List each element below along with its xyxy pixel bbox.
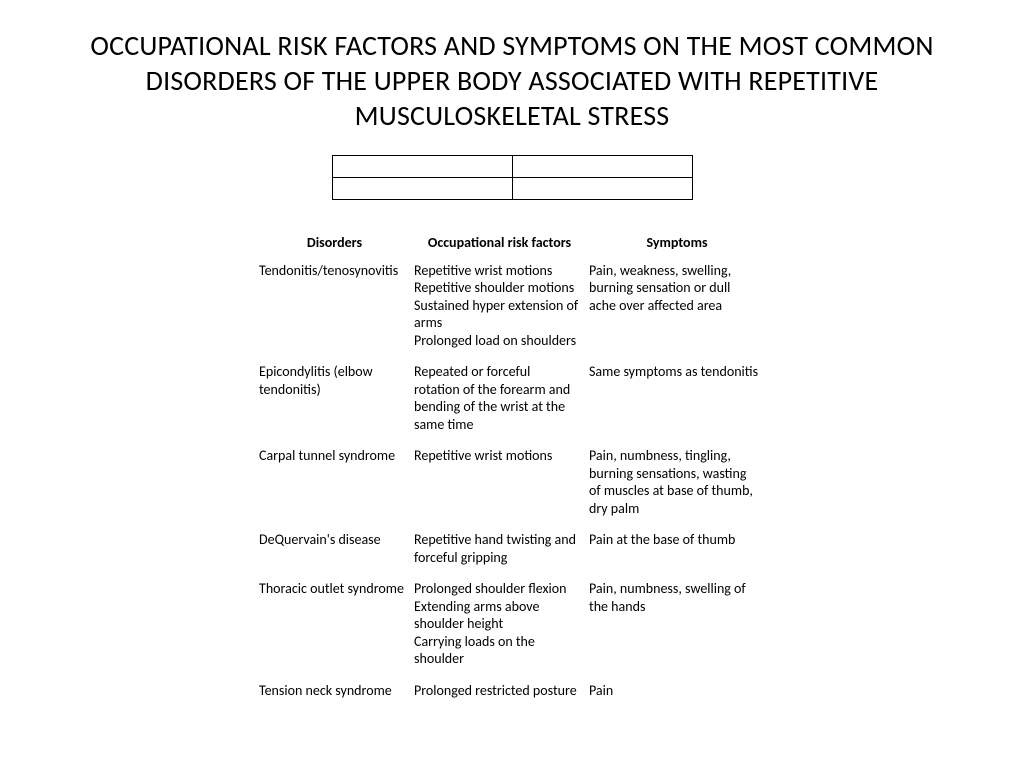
cell-risk: Repetitive hand twisting and forceful gr… bbox=[412, 527, 587, 576]
cell-risk: Repetitive wrist motionsRepetitive shoul… bbox=[412, 258, 587, 360]
col-header-risk: Occupational risk factors bbox=[412, 230, 587, 258]
cell-risk: Repetitive wrist motions bbox=[412, 443, 587, 527]
small-empty-table-wrap bbox=[0, 155, 1024, 200]
cell-symptoms: Pain, numbness, swelling of the hands bbox=[587, 576, 767, 678]
cell-symptoms: Same symptoms as tendonitis bbox=[587, 359, 767, 443]
table-row: Thoracic outlet syndrome Prolonged shoul… bbox=[257, 576, 767, 678]
disorders-table: Disorders Occupational risk factors Symp… bbox=[257, 230, 767, 709]
cell-disorder: Thoracic outlet syndrome bbox=[257, 576, 412, 678]
table-row: Tension neck syndrome Prolonged restrict… bbox=[257, 678, 767, 710]
cell-symptoms: Pain, weakness, swelling, burning sensat… bbox=[587, 258, 767, 360]
small-empty-table bbox=[332, 155, 693, 200]
cell-symptoms: Pain at the base of thumb bbox=[587, 527, 767, 576]
table-row: DeQuervain's disease Repetitive hand twi… bbox=[257, 527, 767, 576]
small-cell bbox=[512, 178, 692, 200]
cell-disorder: DeQuervain's disease bbox=[257, 527, 412, 576]
small-cell bbox=[332, 156, 512, 178]
table-row: Carpal tunnel syndrome Repetitive wrist … bbox=[257, 443, 767, 527]
table-row: Tendonitis/tenosynovitis Repetitive wris… bbox=[257, 258, 767, 360]
col-header-disorders: Disorders bbox=[257, 230, 412, 258]
small-cell bbox=[332, 178, 512, 200]
cell-symptoms: Pain, numbness, tingling, burning sensat… bbox=[587, 443, 767, 527]
cell-disorder: Carpal tunnel syndrome bbox=[257, 443, 412, 527]
small-cell bbox=[512, 156, 692, 178]
cell-disorder: Tendonitis/tenosynovitis bbox=[257, 258, 412, 360]
table-header-row: Disorders Occupational risk factors Symp… bbox=[257, 230, 767, 258]
cell-risk: Prolonged restricted posture bbox=[412, 678, 587, 710]
cell-disorder: Tension neck syndrome bbox=[257, 678, 412, 710]
main-table-wrap: Disorders Occupational risk factors Symp… bbox=[0, 230, 1024, 709]
cell-risk: Prolonged shoulder flexionExtending arms… bbox=[412, 576, 587, 678]
cell-risk: Repeated or forceful rotation of the for… bbox=[412, 359, 587, 443]
cell-symptoms: Pain bbox=[587, 678, 767, 710]
page-title: OCCUPATIONAL RISK FACTORS AND SYMPTOMS O… bbox=[0, 0, 1024, 133]
col-header-symptoms: Symptoms bbox=[587, 230, 767, 258]
table-row: Epicondylitis (elbow tendonitis) Repeate… bbox=[257, 359, 767, 443]
cell-disorder: Epicondylitis (elbow tendonitis) bbox=[257, 359, 412, 443]
